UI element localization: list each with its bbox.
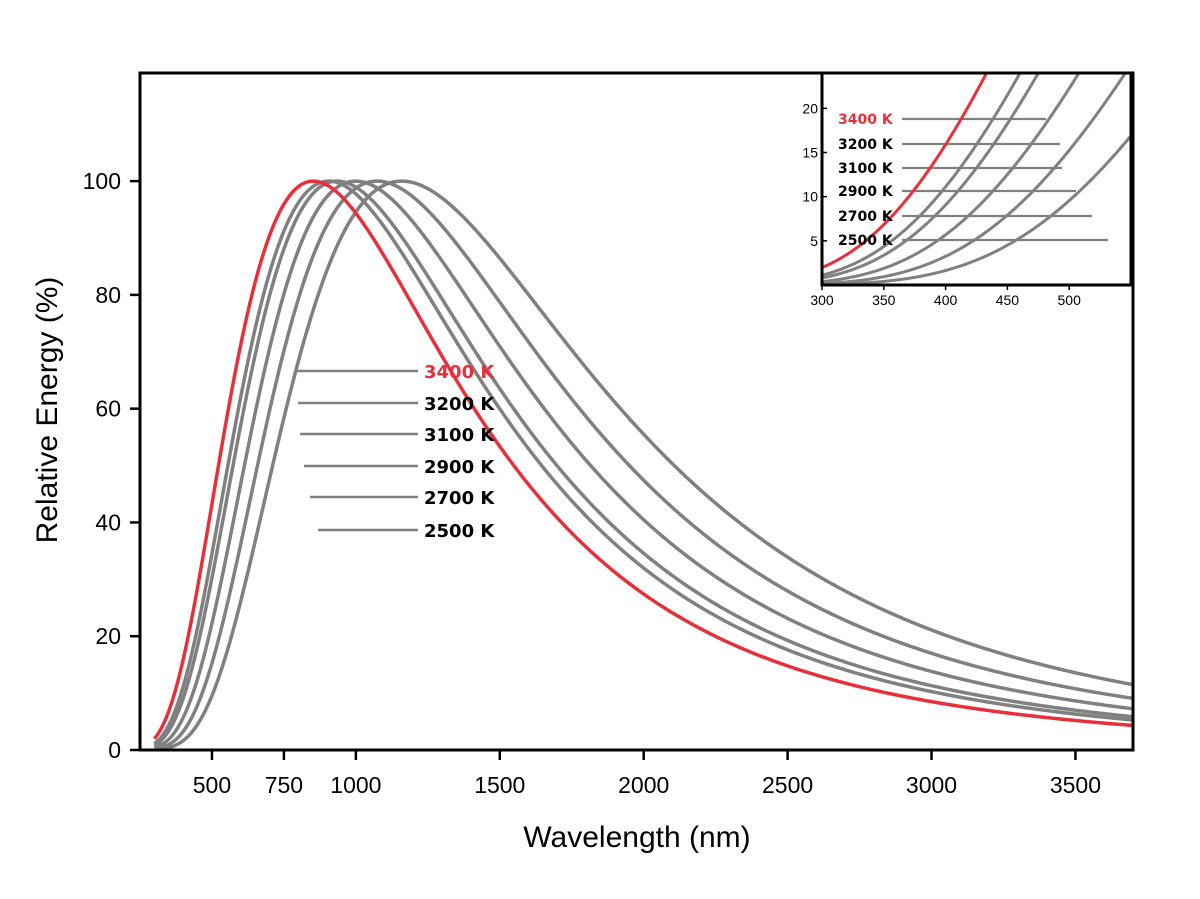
x-tick-label: 2500 — [762, 772, 813, 798]
x-tick-label: 1000 — [330, 772, 381, 798]
y-axis-title: Relative Energy (%) — [31, 277, 64, 544]
y-tick-label: 20 — [95, 623, 121, 649]
x-tick-label: 2000 — [618, 772, 669, 798]
inset-x-tick-label: 350 — [872, 292, 896, 308]
inset-y-tick-label: 15 — [802, 145, 818, 161]
legend-label-3400k: 3400 K — [424, 362, 495, 383]
series-line-2900k — [153, 179, 1133, 750]
x-tick-label: 750 — [265, 772, 303, 798]
inset-series-line-3400k — [822, 73, 989, 269]
inset-series-line-2900k — [822, 73, 1081, 284]
inset-series-line-3100k — [822, 73, 1041, 280]
legend-label-2700k: 2700 K — [424, 488, 495, 509]
inset-x-tick-label: 400 — [934, 292, 958, 308]
legend-label-2900k: 2900 K — [424, 457, 495, 478]
inset-y-tick-label: 20 — [802, 100, 818, 116]
x-axis-title: Wavelength (nm) — [523, 821, 750, 854]
main-legend: 3400 K 3200 K 3100 K 2900 K 2700 K 2500 K — [296, 362, 495, 542]
y-tick-label: 40 — [95, 509, 121, 535]
series-line-2700k — [154, 179, 1133, 750]
inset-series-lines — [822, 73, 1131, 285]
inset-y-tick-label: 5 — [810, 233, 818, 249]
x-tick-label: 1500 — [474, 772, 525, 798]
series-line-3100k — [153, 179, 1133, 747]
y-tick-label: 60 — [95, 396, 121, 422]
y-tick-label: 100 — [83, 168, 121, 194]
x-tick-label: 3500 — [1050, 772, 1101, 798]
series-line-3400k — [152, 179, 1133, 740]
inset-legend-label-2900k: 2900 K — [838, 184, 894, 200]
main-series-lines — [152, 179, 1133, 750]
inset-legend-label-3400k: 3400 K — [838, 112, 894, 128]
inset-plot — [820, 71, 1133, 287]
series-line-3200k — [153, 179, 1133, 746]
main-tick-labels: 500 750 1000 1500 2000 2500 3000 3500 0 20 40 60 80 1… — [83, 168, 1101, 798]
series-line-2500k — [154, 179, 1133, 750]
main-plot-frame — [138, 71, 1135, 752]
main-plot — [138, 71, 1135, 752]
inset-background — [822, 73, 1131, 285]
inset-y-tick-label: 10 — [802, 189, 818, 205]
y-tick-label: 80 — [95, 282, 121, 308]
legend-label-3100k: 3100 K — [424, 425, 495, 446]
inset-legend-label-2500k: 2500 K — [838, 233, 894, 249]
legend-label-2500k: 2500 K — [424, 521, 495, 542]
inset-series-line-2700k — [822, 73, 1128, 285]
inset-legend: 3400 K 3200 K 3100 K 2900 K 2700 K 2500 K — [838, 112, 894, 249]
inset-legend-label-3200k: 3200 K — [838, 137, 894, 153]
inset-x-tick-label: 300 — [810, 292, 834, 308]
inset-x-tick-label: 500 — [1058, 292, 1082, 308]
inset-series-line-3200k — [822, 73, 1022, 277]
x-tick-label: 3000 — [906, 772, 957, 798]
inset-tick-labels: 300 350 400 450 500 5 10 15 20 — [802, 100, 1081, 308]
inset-legend-label-2700k: 2700 K — [838, 209, 894, 225]
legend-label-3200k: 3200 K — [424, 394, 495, 415]
inset-frame — [820, 71, 1133, 287]
inset-series-line-2500k — [822, 133, 1131, 285]
y-tick-label: 0 — [108, 737, 121, 763]
inset-legend-label-3100k: 3100 K — [838, 161, 894, 177]
x-tick-label: 500 — [193, 772, 231, 798]
inset-x-tick-label: 450 — [996, 292, 1020, 308]
